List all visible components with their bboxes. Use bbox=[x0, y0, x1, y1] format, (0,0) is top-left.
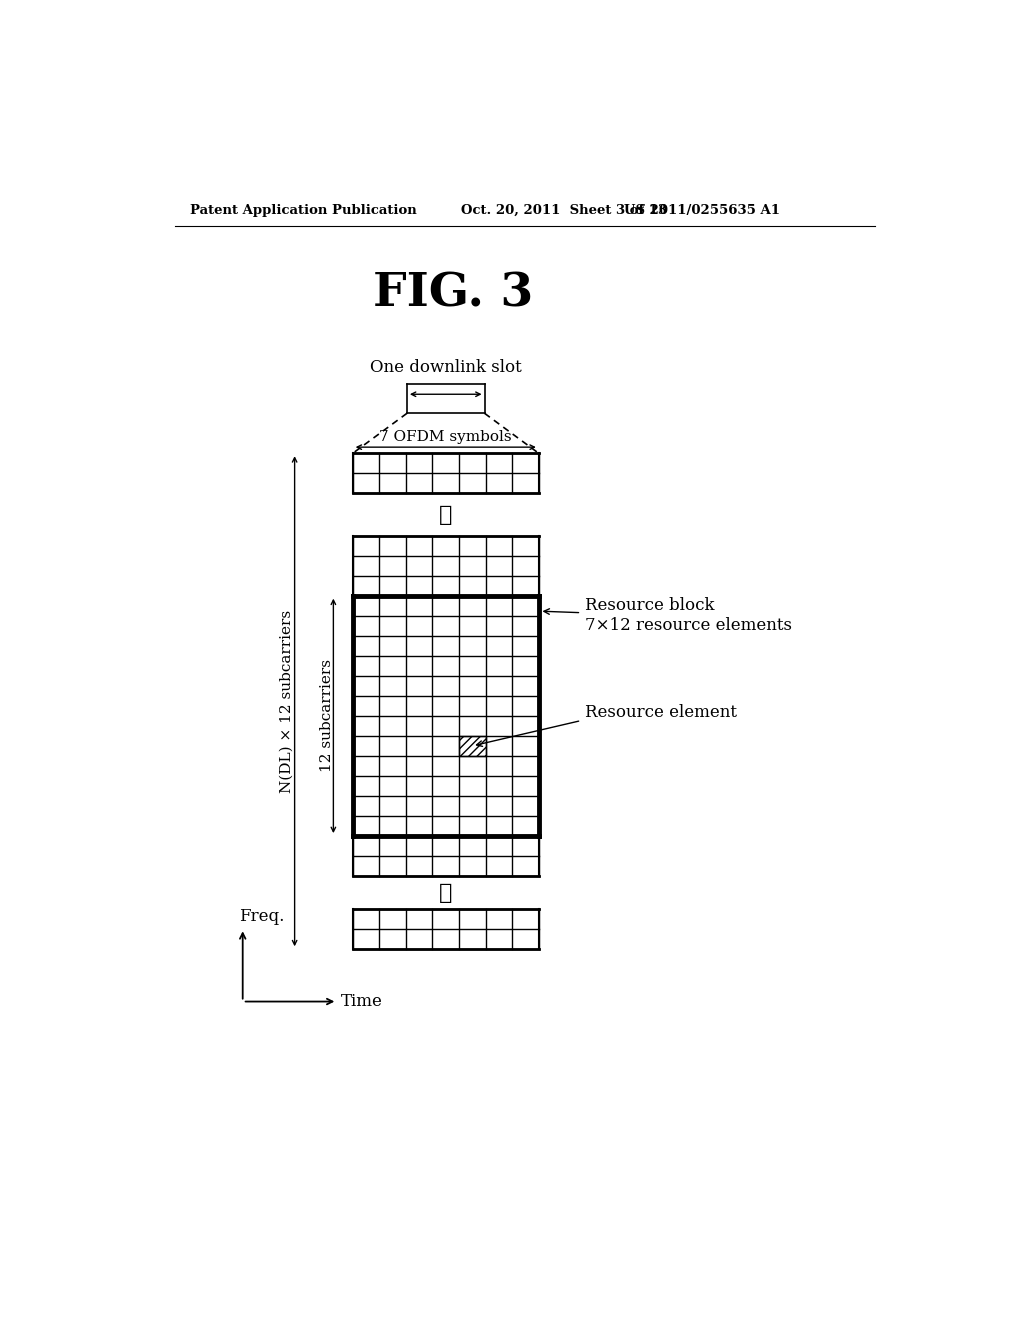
Text: ⋮: ⋮ bbox=[439, 882, 453, 904]
Text: ⋮: ⋮ bbox=[439, 503, 453, 525]
Text: 7 OFDM symbols: 7 OFDM symbols bbox=[380, 430, 512, 444]
Text: FIG. 3: FIG. 3 bbox=[374, 271, 534, 317]
Text: Time: Time bbox=[341, 993, 383, 1010]
Text: 12 subcarriers: 12 subcarriers bbox=[321, 660, 334, 772]
Text: One downlink slot: One downlink slot bbox=[370, 359, 521, 376]
Bar bbox=[459, 737, 485, 756]
Text: US 2011/0255635 A1: US 2011/0255635 A1 bbox=[624, 205, 780, 218]
Text: Oct. 20, 2011  Sheet 3 of 13: Oct. 20, 2011 Sheet 3 of 13 bbox=[461, 205, 668, 218]
Text: Patent Application Publication: Patent Application Publication bbox=[190, 205, 417, 218]
Text: N(DL) × 12 subcarriers: N(DL) × 12 subcarriers bbox=[280, 610, 294, 793]
Text: Resource element: Resource element bbox=[586, 705, 737, 721]
Text: Resource block
7×12 resource elements: Resource block 7×12 resource elements bbox=[586, 597, 793, 634]
Text: Freq.: Freq. bbox=[239, 908, 285, 924]
